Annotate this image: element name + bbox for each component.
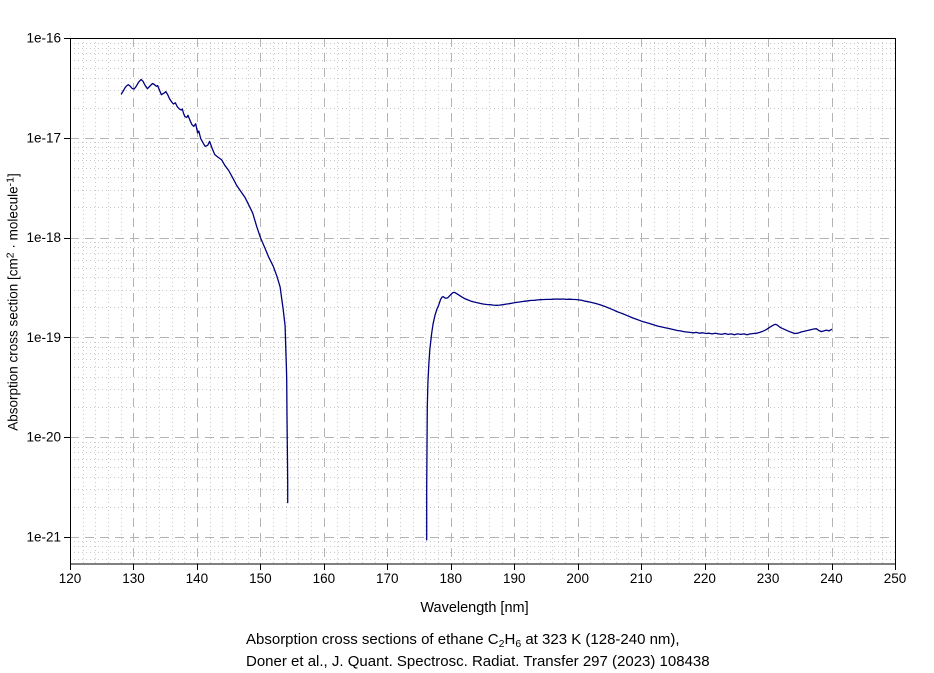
series-path-1 bbox=[426, 291, 833, 541]
x-axis-label: Wavelength [nm] bbox=[420, 600, 529, 616]
y-axis-label-text: Absorption cross section [cm2 · molecule… bbox=[4, 173, 21, 431]
x-tick-label: 160 bbox=[313, 571, 336, 586]
caption-line-2: Doner et al., J. Quant. Spectrosc. Radia… bbox=[246, 651, 710, 673]
y-tick-label: 1e-16 bbox=[26, 31, 61, 46]
y-tick-label: 1e-20 bbox=[26, 430, 61, 445]
text-segment: · molecule bbox=[5, 186, 21, 253]
text-segment: H bbox=[504, 631, 516, 648]
text-segment: 6 bbox=[515, 638, 522, 650]
x-tick-label: 120 bbox=[59, 571, 82, 586]
y-tick-label: 1e-18 bbox=[26, 230, 61, 245]
x-tick-label: 210 bbox=[630, 571, 653, 586]
x-tick-label: 180 bbox=[440, 571, 463, 586]
text-segment: Absorption cross section [cm bbox=[5, 258, 21, 431]
x-tick-label: 130 bbox=[122, 571, 145, 586]
y-tick-label: 1e-17 bbox=[26, 130, 61, 145]
text-segment: 2 bbox=[498, 638, 505, 650]
text-segment: ] bbox=[5, 173, 21, 177]
y-tick-label: 1e-21 bbox=[26, 529, 61, 544]
text-segment: 2 bbox=[4, 252, 17, 259]
x-tick-label: 150 bbox=[249, 571, 272, 586]
x-tick-label: 250 bbox=[884, 571, 907, 586]
series-path-0 bbox=[120, 78, 289, 504]
text-segment: at 323 K (128-240 nm), bbox=[521, 631, 680, 648]
text-segment: Doner et al., J. Quant. Spectrosc. Radia… bbox=[246, 653, 710, 670]
chart-caption: Absorption cross sections of ethane C2H6… bbox=[246, 629, 710, 673]
caption-line-1: Absorption cross sections of ethane C2H6… bbox=[246, 629, 710, 651]
x-tick-label: 230 bbox=[757, 571, 780, 586]
x-tick-label: 220 bbox=[693, 571, 716, 586]
y-tick-label: 1e-19 bbox=[26, 330, 61, 345]
x-tick-label: 140 bbox=[186, 571, 209, 586]
x-tick-label: 170 bbox=[376, 571, 399, 586]
text-segment: -1 bbox=[4, 176, 17, 187]
x-tick-label: 200 bbox=[566, 571, 589, 586]
plot-frame bbox=[70, 38, 896, 565]
text-segment: Absorption cross sections of ethane C bbox=[246, 631, 499, 648]
x-tick-label: 240 bbox=[820, 571, 843, 586]
x-tick-label: 190 bbox=[503, 571, 526, 586]
